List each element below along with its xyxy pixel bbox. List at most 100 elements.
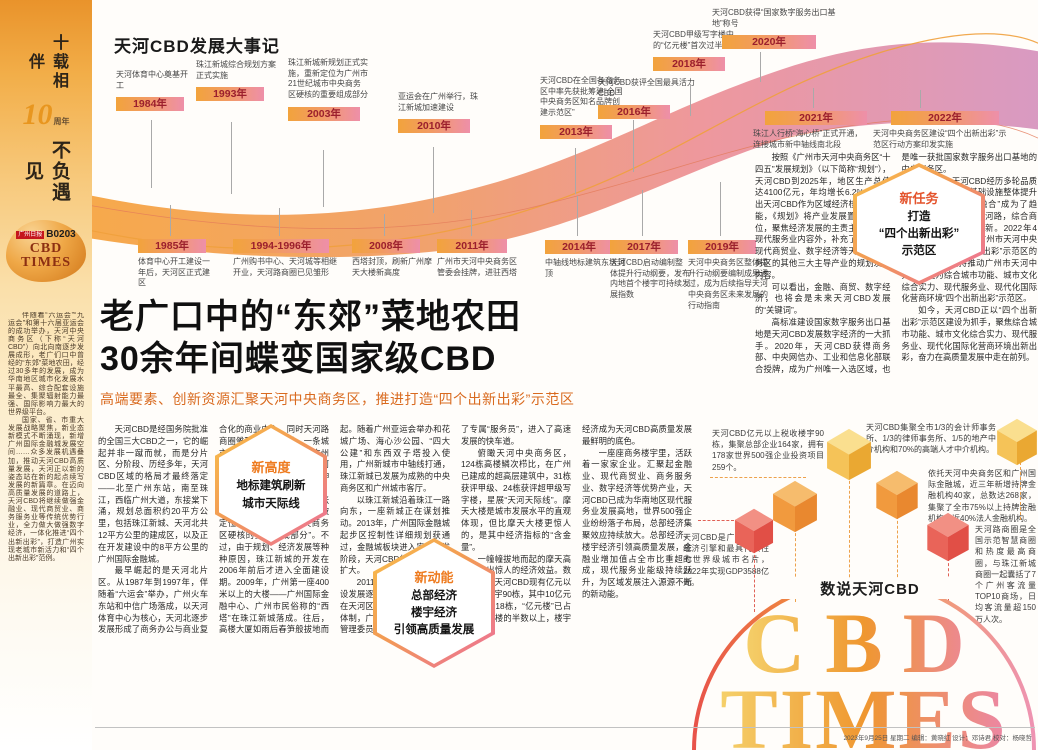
brand-line2: TIMES: [20, 255, 72, 271]
page-number: B0203: [46, 229, 76, 240]
stat-cube-red: [734, 508, 774, 554]
event-desc: 体育中心开工建设一年后，天河区正式建区: [138, 257, 210, 288]
article-headline-block: 老广口中的“东郊”菜地农田 30余年间蝶变国家级CBD 高端要素、创新资源汇聚天…: [100, 296, 680, 409]
connector-line: [433, 147, 434, 213]
highlight-tag: 新高度: [251, 460, 291, 476]
left-rail: 十载相伴 10周年 不负遇见 广州日报 B0203 CBD TIMES 伴随着“…: [0, 0, 92, 750]
body-paragraph: 以珠江新城沿着珠江一路向东，一座新城正在谋划推动。2013年，广州国际金融城起步…: [340, 494, 450, 576]
stat-cube-red: [927, 512, 969, 562]
event-desc: 广州市天河中央商务区管委会挂牌，进驻西塔: [437, 257, 517, 277]
event-desc: 中轴线地标建筑东塔封顶: [545, 258, 625, 278]
body-paragraph: 俯瞰天河中央商务区，124栋高楼鳞次栉比，在广州已建成的超高层建筑中，31栋获评…: [461, 447, 571, 552]
highlight-line: 楼宇经济: [411, 606, 457, 619]
anniversary-value: 10: [22, 98, 53, 131]
event-year-badge: 1993年: [196, 87, 264, 102]
event-year-badge: 1985年: [138, 239, 206, 253]
connector-line: [279, 208, 280, 236]
headline-line2: 30余年间蝶变国家级CBD: [100, 340, 497, 379]
event-desc: 天河中央商务区建设“四个出新出彩”示范区行动方案印发实施: [873, 129, 1007, 149]
highlight-tag: 新动能: [414, 569, 454, 585]
edition-badge: 广州日报 B0203 CBD TIMES: [6, 220, 86, 282]
event-desc: 珠江人行桥“海心桥”正式开通，连接城市新中轴线南北段: [753, 129, 863, 149]
connector-line: [151, 120, 152, 188]
stat-cube-orange: [876, 470, 918, 520]
event-year-badge: 1994-1996年: [233, 239, 329, 253]
stat-cube-yellow: [827, 428, 871, 481]
timeline-event: 1994-1996年 广州购书中心、天河城等相继开业，天河路商圈已见雏形: [233, 236, 337, 278]
event-desc: 天河CBD获得“国家数字服务出口基地”称号: [712, 8, 836, 28]
masthead: 十载相伴 10周年 不负遇见: [0, 0, 92, 210]
highlight-line: 地标建筑刷新: [236, 480, 306, 493]
body-paragraph: 如今，天河CBD正以“四个出新出彩”示范区建设为抓手，聚焦综合城市功能、城市文化…: [901, 305, 1038, 363]
event-desc: 西塔封顶，刷新广州摩天大楼新高度: [352, 257, 432, 277]
connector-line: [690, 84, 691, 116]
masthead-line2: 不负遇见: [22, 139, 70, 203]
timeline-event: 2014年 中轴线地标建筑东塔封顶: [545, 237, 625, 279]
event-year-badge: 2011年: [437, 239, 507, 253]
stat-text: 天河路商圈是全国示范智慧商圈和热度最高商圈，与珠江新城商圈一起囊括了7个广州客流…: [975, 525, 1036, 624]
event-desc: 珠江新城新规划正式实施，重新定位为广州市21世纪城市中央商务区硬核的重要组成部分: [288, 58, 368, 100]
stat-text: 天河CBD亿元以上税收楼宇90栋，集聚总部企业164家，拥有178家世界500强…: [712, 429, 824, 472]
subheadline: 高端要素、创新资源汇聚天河中央商务区，推进打造“四个出新出彩”示范区: [100, 391, 575, 408]
dashed-line: [897, 516, 898, 582]
intro-column: 伴随着“六运会”“九运会”和第十六届亚运会的成功举办，天河中央商务区（下称“天河…: [8, 312, 84, 732]
event-desc: 天河CBD启动编制整体提升行动纲要，发布内地首个楼宇可持续发展指数: [610, 258, 690, 300]
highlight-line: “四个出新出彩”: [878, 227, 960, 240]
event-desc: 广州购书中心、天河城等相继开业，天河路商圈已见雏形: [233, 257, 337, 277]
body-paragraph: 可以看出，金融、商贸、数字经济，也将会是未来天河CBD发展的“关键词”。: [755, 281, 891, 316]
timeline-event: 天河CBD获得“国家数字服务出口基地”称号 2020年: [712, 8, 848, 50]
event-year-badge: 2018年: [653, 57, 725, 72]
event-desc: 天河体育中心奠基开工: [116, 70, 188, 90]
connector-line: [920, 90, 921, 108]
connector-line: [575, 148, 576, 194]
timeline-section: 天河CBD发展大事记 天河体育中心奠基开工 1984年 珠江新城综合规划方案正式…: [92, 0, 1038, 395]
brand-word-cbd: CBD: [743, 598, 985, 691]
dashed-line: [754, 550, 755, 612]
event-year-badge: 2013年: [540, 124, 612, 139]
event-desc: 天河CBD甲级写字楼中的“亿元楼”首次过半: [653, 30, 734, 50]
anniversary-suffix: 周年: [53, 117, 70, 126]
event-year-badge: 2014年: [545, 240, 613, 254]
timeline-event: 天河CBD甲级写字楼中的“亿元楼”首次过半 2018年: [653, 30, 741, 72]
event-year-badge: 2010年: [398, 119, 470, 134]
connector-line: [813, 88, 814, 108]
connector-line: [760, 52, 761, 82]
stat-text: 天河CBD是广州最强的经济引擎和最具代表性的世界级城市名片，2022年实现GDP…: [683, 533, 769, 587]
body-paragraph: 一座座商务楼宇里，活跃着一家家企业。汇聚起金融业、现代商贸业、商务服务业、数字经…: [582, 447, 692, 599]
infographic-title: 数说天河CBD: [775, 578, 965, 599]
dashed-line: [698, 520, 734, 521]
timeline-event: 2011年 广州市天河中央商务区管委会挂牌，进驻西塔: [437, 236, 521, 278]
hexagon-content: 新任务 打造 “四个出新出彩” 示范区: [857, 167, 981, 281]
event-year-badge: 2008年: [352, 239, 420, 253]
hexagon-content: 新动能 总部经济 楼宇经济 引领高质量发展: [377, 542, 491, 664]
stat-text: 依托天河中央商务区和广州国际金融城，近三年新增持牌金融机构40家，总数达268家…: [928, 469, 1036, 523]
highlight-line: 城市天际线: [242, 497, 300, 510]
cbd-times-logo: CBD TIMES: [720, 598, 1007, 750]
event-desc: 亚运会在广州举行，珠江新城加速建设: [398, 92, 478, 112]
hexagon-content: 新高度 地标建筑刷新 城市天际线: [219, 428, 323, 542]
connector-line: [384, 214, 385, 236]
event-year-badge: 1984年: [116, 97, 184, 112]
event-year-badge: 2003年: [288, 106, 360, 121]
timeline-event: 天河CBD获评全国最具活力CBD 2016年: [598, 78, 696, 120]
event-year-badge: 2020年: [722, 35, 816, 50]
event-desc: 珠江新城综合规划方案正式实施: [196, 60, 276, 80]
timeline-event: 珠江新城综合规划方案正式实施 1993年: [196, 60, 278, 102]
timeline-event: 天河体育中心奠基开工 1984年: [116, 70, 190, 112]
timeline-event: 2021年 珠江人行桥“海心桥”正式开通，连接城市新中轴线南北段: [753, 108, 869, 150]
event-desc: 天河CBD在全国各商务区中率先获批筹建“全国中央商务区知名品牌创建示范区”: [540, 76, 623, 118]
timeline-event: 1985年 体育中心开工建设一年后，天河区正式建区: [138, 236, 216, 289]
dashed-line: [1020, 462, 1021, 520]
timeline-event: 2017年 天河CBD启动编制整体提升行动纲要，发布内地首个楼宇可持续发展指数: [610, 237, 690, 301]
timeline-title: 天河CBD发展大事记: [114, 37, 280, 56]
stat-cube-yellow: [997, 418, 1037, 466]
event-desc: 天河CBD获评全国最具活力CBD: [598, 78, 695, 98]
highlight-line: 引领高质量发展: [393, 624, 475, 637]
connector-line: [633, 120, 634, 172]
intro-paragraph: 伴随着“六运会”“九运会”和第十六届亚运会的成功举办，天河中央商务区（下称“天河…: [8, 311, 84, 416]
connector-line: [323, 150, 324, 207]
highlight-line: 打造: [907, 210, 931, 223]
timeline-event: 2008年 西塔封顶，刷新广州摩天大楼新高度: [352, 236, 432, 278]
connector-line: [170, 205, 171, 236]
brand-word-times: TIMES: [720, 671, 1007, 750]
